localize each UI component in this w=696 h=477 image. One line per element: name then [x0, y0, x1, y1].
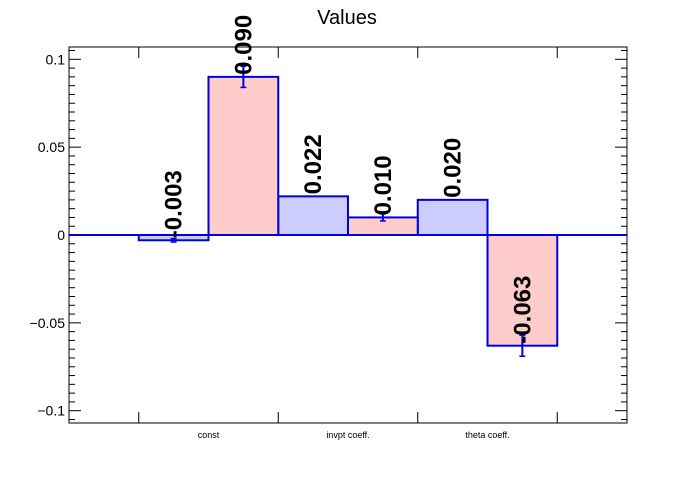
y-tick-label: 0: [57, 227, 65, 243]
bar: [277, 195, 349, 236]
chart-title: Values: [317, 7, 377, 29]
data-label: 0.090: [230, 15, 257, 75]
x-category-label: const: [198, 430, 220, 440]
data-label: 0.020: [440, 138, 467, 198]
bar: [416, 198, 489, 237]
data-label: -0.003: [161, 170, 188, 238]
y-tick-label: 0.05: [38, 139, 65, 155]
data-label: 0.010: [370, 155, 397, 215]
bar: [486, 234, 559, 347]
data-label: 0.022: [300, 134, 327, 194]
chart-marks: 0.1 0.05 0 −0.05 −0.1 const invpt coeff. theta …: [30, 15, 628, 440]
y-tick-label: −0.05: [30, 315, 66, 331]
data-label: -0.063: [509, 276, 536, 344]
x-category-label: invpt coeff.: [326, 430, 369, 440]
y-tick-label: −0.1: [37, 403, 65, 419]
bar: [207, 75, 280, 236]
x-category-label: theta coeff.: [465, 430, 509, 440]
y-tick-label: 0.1: [46, 51, 66, 67]
